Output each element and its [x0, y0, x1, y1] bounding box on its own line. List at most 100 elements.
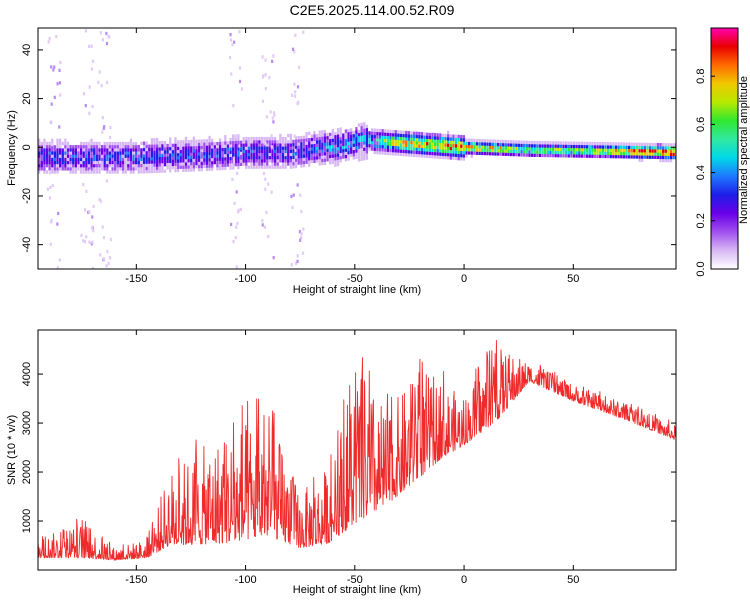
- spectrogram-cell: [426, 135, 429, 139]
- spectrogram-cell: [48, 160, 51, 165]
- spectrogram-cell: [69, 151, 72, 155]
- spectrogram-cell: [211, 138, 214, 143]
- spectrogram-x-tick-label: -50: [347, 273, 363, 285]
- spectrogram-cell: [460, 153, 463, 158]
- spectrogram-cell: [384, 135, 387, 140]
- spectrogram-cell: [588, 151, 591, 155]
- spectrogram-cell: [213, 148, 216, 152]
- spectrogram-noise-cell: [98, 160, 102, 164]
- spectrogram-cell: [541, 150, 544, 154]
- spectrogram-cell: [405, 130, 408, 135]
- spectrogram-cell: [449, 146, 452, 151]
- spectrogram-cell: [58, 157, 62, 162]
- spectrogram-cell: [145, 141, 148, 145]
- spectrogram-cell: [391, 136, 395, 140]
- spectrogram-cell: [184, 149, 188, 153]
- spectrogram-cell: [69, 148, 72, 152]
- spectrogram-cell: [197, 152, 201, 156]
- spectrogram-cell: [179, 162, 182, 166]
- spectrogram-cell: [347, 157, 350, 161]
- spectrogram-cell: [208, 142, 211, 146]
- spectrogram-cell: [399, 136, 403, 141]
- spectrogram-cell: [98, 157, 101, 162]
- spectrogram-x-tick-label: -100: [235, 273, 257, 285]
- spectrogram-cell: [45, 163, 49, 168]
- colorbar-tick-label: 0.6: [695, 117, 707, 132]
- spectrogram-cell: [229, 141, 232, 145]
- spectrogram-cell: [221, 157, 224, 161]
- spectrogram-noise-cell: [92, 229, 95, 233]
- spectrogram-cell: [135, 160, 138, 165]
- spectrogram-noise-cell: [50, 142, 54, 147]
- spectrogram-cell: [302, 132, 306, 136]
- spectrogram-noise-cell: [272, 54, 275, 58]
- spectrogram-cell: [329, 157, 332, 162]
- spectrogram-cell: [565, 144, 568, 148]
- spectrogram-cell: [460, 147, 463, 151]
- spectrogram-cell: [557, 153, 560, 158]
- spectrogram-cell: [208, 154, 211, 159]
- spectrogram-cell: [287, 140, 290, 144]
- spectrogram-cell: [457, 147, 460, 151]
- spectrogram-cell: [51, 151, 54, 155]
- spectrogram-noise-cell: [264, 58, 267, 62]
- spectrogram-x-tick-label: 0: [461, 273, 467, 285]
- spectrogram-cell: [491, 142, 494, 146]
- spectrogram-cell: [195, 149, 198, 153]
- spectrogram-cell: [465, 138, 468, 142]
- spectrogram-cell: [137, 167, 140, 171]
- spectrogram-cell: [662, 158, 665, 163]
- spectrogram-cell: [56, 163, 59, 168]
- spectrogram-cell: [384, 151, 387, 155]
- spectrogram-cell: [61, 160, 64, 165]
- spectrogram-cell: [153, 153, 156, 158]
- spectrogram-cell: [245, 143, 248, 147]
- spectrogram-frame: [37, 27, 677, 270]
- spectrogram-cell: [428, 142, 431, 146]
- spectrogram-noise-cell: [107, 261, 110, 266]
- colorbar-tick-label: 0.0: [695, 261, 707, 276]
- spectrogram-cell: [90, 160, 93, 165]
- spectrogram-cell: [397, 152, 400, 156]
- spectrogram-cell: [578, 147, 581, 152]
- spectrogram-cell: [313, 156, 316, 160]
- spectrogram-cell: [588, 148, 591, 152]
- spectrogram-cell: [313, 159, 316, 163]
- spectrogram-cell: [585, 154, 589, 158]
- spectrogram-cell: [399, 152, 403, 157]
- spectrogram-cell: [344, 148, 348, 152]
- spectrogram-cell: [591, 154, 594, 158]
- spectrogram-cell: [79, 163, 83, 168]
- spectrogram-cell: [313, 134, 316, 138]
- spectrogram-cell: [216, 141, 219, 146]
- spectrogram-cell: [148, 169, 151, 174]
- spectrogram-cell: [294, 136, 298, 140]
- spectrogram-noise-cell: [106, 80, 109, 85]
- spectrogram-cell: [174, 137, 177, 141]
- spectrogram-cell: [250, 136, 253, 141]
- spectrogram-cell: [40, 141, 43, 146]
- spectrogram-cell: [538, 147, 542, 151]
- spectrogram-cell: [129, 163, 133, 168]
- spectrogram-cell: [302, 163, 306, 168]
- spectrogram-cell: [129, 154, 133, 158]
- spectrogram-cell: [276, 146, 279, 150]
- spectrogram-cell: [507, 146, 510, 150]
- spectrogram-cell: [239, 159, 243, 163]
- spectrogram-cell: [247, 146, 251, 150]
- spectrogram-cell: [318, 130, 321, 134]
- spectrogram-cell: [389, 148, 392, 153]
- spectrogram-noise-cell: [238, 30, 241, 34]
- spectrogram-cell: [197, 149, 201, 153]
- spectrogram-cell: [145, 150, 148, 155]
- spectrogram-cell: [90, 170, 93, 174]
- spectrogram-cell: [124, 170, 127, 174]
- spectrogram-cell: [292, 155, 295, 159]
- spectrogram-cell: [195, 145, 198, 150]
- spectrogram-cell: [321, 161, 324, 166]
- spectrogram-cell: [525, 153, 528, 157]
- spectrogram-cell: [127, 144, 130, 149]
- spectrogram-noise-cell: [296, 85, 300, 89]
- spectrogram-cell: [140, 151, 143, 155]
- spectrogram-cell: [158, 140, 161, 145]
